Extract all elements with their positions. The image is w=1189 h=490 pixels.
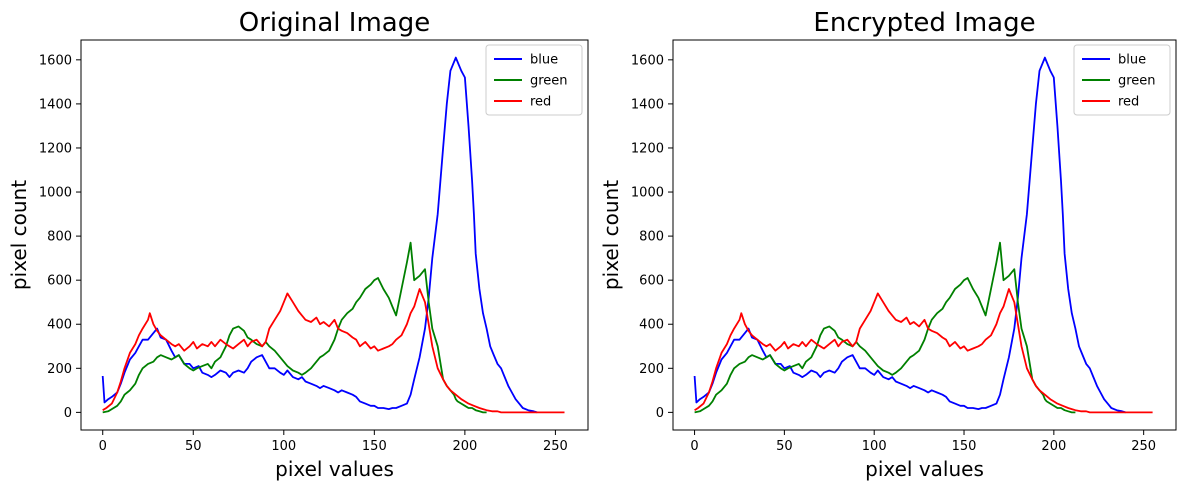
chart1-y-tick-label-200: 200: [47, 362, 72, 377]
chart1-y-tick-label-1000: 1000: [39, 186, 72, 201]
chart1-x-tick-label-100: 100: [271, 439, 296, 454]
chart2-legend-label-red: red: [1118, 95, 1139, 110]
chart2-series-red: [694, 288, 1153, 414]
chart1-y-tick-label-1600: 1600: [39, 53, 72, 68]
chart1-y-tick-label-600: 600: [47, 274, 72, 289]
chart2-y-axis-label: pixel count: [599, 180, 623, 290]
chart2-y-tick-label-1200: 1200: [631, 141, 664, 156]
chart2-legend-label-green: green: [1118, 74, 1156, 89]
chart2-x-axis-label: pixel values: [865, 457, 984, 481]
chart1-x-tick-label-50: 50: [185, 439, 202, 454]
chart2-plot-frame: [672, 39, 1177, 431]
chart1-y-tick-label-400: 400: [47, 318, 72, 333]
chart1-x-tick-label-150: 150: [362, 439, 387, 454]
chart-original-image: Original Image 0 50 100 150 200 250 0 200 400 600 8…: [7, 8, 589, 481]
chart2-legend-label-blue: blue: [1118, 53, 1146, 68]
chart2-x-tick-label-200: 200: [1041, 439, 1066, 454]
chart2-x-tick-label-100: 100: [862, 439, 887, 454]
chart1-title: Original Image: [239, 8, 430, 38]
chart2-y-tick-label-800: 800: [639, 230, 664, 245]
chart1-y-tick-label-1400: 1400: [39, 97, 72, 112]
chart2-series-blue: [693, 56, 1126, 414]
chart1-y-tick-label-0: 0: [64, 406, 72, 421]
chart1-y-tick-label-1200: 1200: [39, 141, 72, 156]
chart2-x-tick-label-50: 50: [776, 439, 793, 454]
chart2-series-green: [694, 241, 1076, 414]
chart1-x-tick-label-200: 200: [452, 439, 477, 454]
chart1-legend: blue green red: [485, 44, 583, 116]
chart2-y-tick-label-1000: 1000: [631, 186, 664, 201]
chart2-x-tick-label-150: 150: [952, 439, 977, 454]
chart2-y-tick-label-1600: 1600: [631, 53, 664, 68]
chart1-legend-label-red: red: [530, 95, 551, 110]
chart2-y-tick-label-200: 200: [639, 362, 664, 377]
chart2-y-tick-label-400: 400: [639, 318, 664, 333]
chart1-y-tick-label-800: 800: [47, 230, 72, 245]
chart1-x-tick-label-0: 0: [99, 439, 107, 454]
chart2-y-tick-label-1400: 1400: [631, 97, 664, 112]
chart1-legend-label-blue: blue: [530, 53, 558, 68]
chart2-x-tick-label-250: 250: [1131, 439, 1156, 454]
chart1-series-green: [102, 241, 487, 414]
chart2-legend: blue green red: [1073, 44, 1171, 116]
chart1-y-axis-label: pixel count: [7, 180, 31, 290]
chart1-plot-frame: [80, 39, 589, 431]
chart1-legend-box: [485, 44, 583, 116]
chart1-x-axis-label: pixel values: [275, 457, 394, 481]
chart2-x-tick-label-0: 0: [690, 439, 698, 454]
chart-encrypted-image: Encrypted Image 0 50 100 150 200 250 0 200 400 600…: [599, 8, 1177, 481]
chart2-y-tick-label-600: 600: [639, 274, 664, 289]
chart1-x-tick-label-250: 250: [543, 439, 568, 454]
chart1-series-blue: [101, 56, 538, 414]
chart1-series-red: [102, 288, 565, 414]
chart2-y-tick-label-0: 0: [656, 406, 664, 421]
chart1-legend-label-green: green: [530, 74, 568, 89]
chart2-title: Encrypted Image: [813, 8, 1035, 38]
chart2-legend-box: [1073, 44, 1171, 116]
